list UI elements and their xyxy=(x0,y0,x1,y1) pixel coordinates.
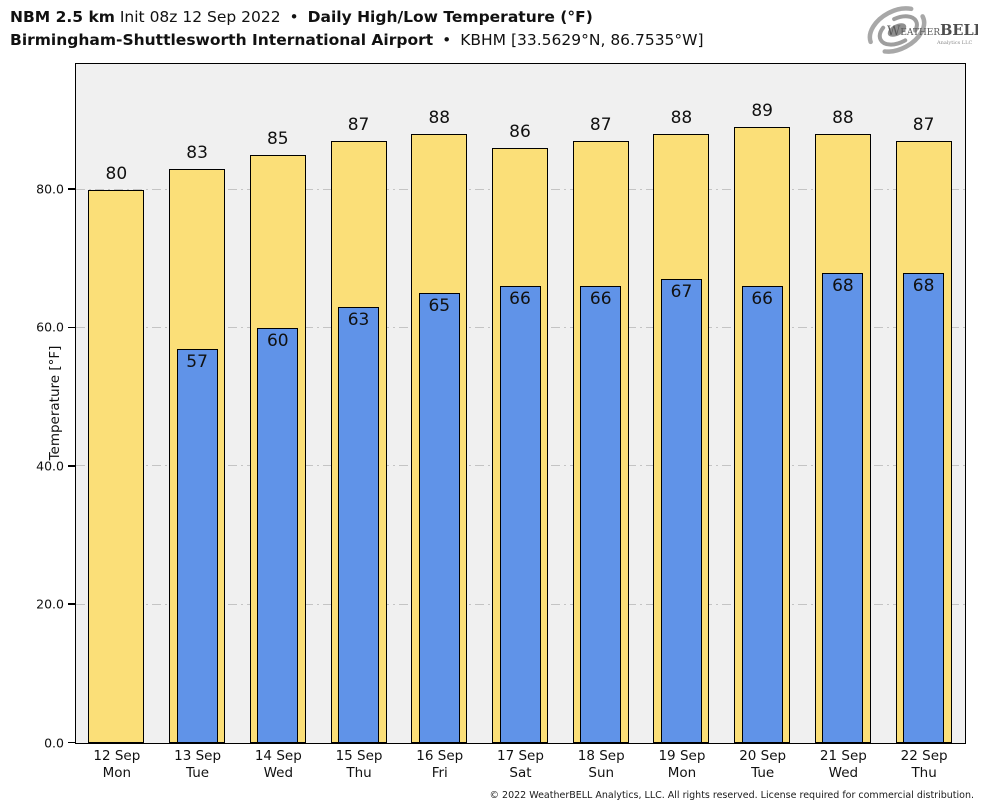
x-tick-day: Thu xyxy=(911,765,937,781)
x-tick-day: Mon xyxy=(102,765,132,781)
chart-header: NBM 2.5 km Init 08z 12 Sep 2022 • Daily … xyxy=(10,6,704,52)
y-tick-label: 80.0 xyxy=(36,181,64,197)
y-tick-label: 0.0 xyxy=(44,735,64,750)
x-tick-day: Wed xyxy=(263,765,294,781)
y-tick-label: 60.0 xyxy=(36,319,64,335)
x-tick-label: 18 Sep Sun xyxy=(561,748,642,782)
high-value-label: 86 xyxy=(509,122,531,143)
x-tick-label: 15 Sep Thu xyxy=(319,748,400,782)
high-value-label: 88 xyxy=(428,108,451,129)
low-value-label: 66 xyxy=(509,289,531,310)
x-tick-day: Mon xyxy=(667,765,697,781)
low-bar: 60 xyxy=(257,327,299,743)
x-tick-day: Tue xyxy=(186,765,210,781)
low-bar: 63 xyxy=(338,307,380,743)
y-tick-mark xyxy=(68,603,75,605)
x-tick-date: 13 Sep xyxy=(174,748,222,764)
x-tick-label: 21 Sep Wed xyxy=(803,748,884,782)
y-tick-label: 40.0 xyxy=(36,458,64,474)
low-bar: 57 xyxy=(176,348,218,743)
chart-subtitle: Birmingham-Shuttlesworth International A… xyxy=(10,29,704,52)
y-axis-title: Temperature [°F] xyxy=(47,345,63,461)
x-tick-day: Sun xyxy=(588,765,615,781)
x-tick-date: 19 Sep xyxy=(658,748,706,764)
logo-text-analytics: Analytics LLC xyxy=(936,40,972,46)
high-value-label: 83 xyxy=(186,142,208,163)
y-tick-label: 20.0 xyxy=(36,596,64,612)
low-value-label: 63 xyxy=(347,310,370,331)
low-value-label: 60 xyxy=(266,330,289,351)
subtitle-station-coords: KBHM [33.5629°N, 86.7535°W] xyxy=(460,31,704,49)
x-tick-label: 13 Sep Tue xyxy=(157,748,238,782)
logo-text-weather: WeatherBELL xyxy=(887,22,978,39)
low-bar: 66 xyxy=(741,286,783,743)
low-bar: 68 xyxy=(903,272,945,743)
subtitle-station-name: Birmingham-Shuttlesworth International A… xyxy=(10,31,434,49)
x-tick-date: 12 Sep xyxy=(93,748,141,764)
x-tick-date: 17 Sep xyxy=(497,748,544,764)
high-value-label: 87 xyxy=(912,115,935,136)
hurricane-swirl-icon xyxy=(867,6,927,54)
x-tick-date: 21 Sep xyxy=(819,748,867,764)
low-value-label: 68 xyxy=(832,275,854,296)
weatherbell-logo: WeatherBELL Analytics LLC xyxy=(867,6,978,54)
x-tick-label: 16 Sep Fri xyxy=(399,748,480,782)
title-bullet: • xyxy=(289,8,299,26)
y-tick-mark xyxy=(68,326,75,329)
high-value-label: 80 xyxy=(105,163,128,184)
x-tick-day: Fri xyxy=(431,765,448,781)
x-tick-day: Thu xyxy=(346,765,372,781)
high-bar xyxy=(88,189,145,743)
plot-area: 80 83 57 85 60 87 63 88 65 86 66 87 66 88 67 89 66 88 68 87… xyxy=(75,63,966,744)
subtitle-bullet: • xyxy=(442,31,452,49)
high-value-label: 88 xyxy=(670,108,693,129)
x-tick-day: Sat xyxy=(509,765,532,781)
x-tick-date: 22 Sep xyxy=(900,748,948,764)
low-value-label: 65 xyxy=(428,296,451,317)
chart-title: NBM 2.5 km Init 08z 12 Sep 2022 • Daily … xyxy=(10,6,704,29)
y-tick-mark xyxy=(68,741,75,744)
high-value-label: 87 xyxy=(589,115,612,136)
title-model: NBM 2.5 km xyxy=(10,8,115,26)
y-tick-mark xyxy=(68,465,75,467)
title-variable: Daily High/Low Temperature (°F) xyxy=(307,8,593,26)
low-value-label: 57 xyxy=(186,351,208,372)
x-tick-label: 17 Sep Sat xyxy=(480,748,561,782)
x-tick-label: 14 Sep Wed xyxy=(238,748,319,782)
x-tick-date: 18 Sep xyxy=(577,748,625,764)
logo-text-bell: BELL xyxy=(940,22,978,39)
x-tick-label: 20 Sep Tue xyxy=(722,748,803,782)
x-tick-day: Wed xyxy=(828,765,859,781)
high-value-label: 89 xyxy=(751,101,773,122)
low-bar: 66 xyxy=(499,286,541,743)
x-tick-label: 22 Sep Thu xyxy=(884,748,965,782)
low-value-label: 68 xyxy=(912,275,935,296)
low-bar: 68 xyxy=(822,272,864,743)
low-value-label: 66 xyxy=(589,289,612,310)
copyright-notice: © 2022 WeatherBELL Analytics, LLC. All r… xyxy=(489,790,974,801)
low-value-label: 66 xyxy=(751,289,773,310)
x-tick-date: 16 Sep xyxy=(416,748,464,764)
x-tick-date: 20 Sep xyxy=(739,748,787,764)
low-bar: 67 xyxy=(660,279,702,743)
y-tick-mark xyxy=(68,188,75,190)
x-tick-label: 19 Sep Mon xyxy=(642,748,723,782)
high-value-label: 88 xyxy=(832,108,854,129)
x-tick-date: 14 Sep xyxy=(254,748,302,764)
title-init: Init 08z 12 Sep 2022 xyxy=(119,8,281,26)
high-value-label: 85 xyxy=(266,128,289,149)
low-bar: 66 xyxy=(580,286,622,743)
low-bar: 65 xyxy=(418,293,460,743)
x-tick-label: 12 Sep Mon xyxy=(77,748,158,782)
x-tick-date: 15 Sep xyxy=(335,748,383,764)
low-value-label: 67 xyxy=(670,282,693,303)
high-value-label: 87 xyxy=(347,115,370,136)
x-tick-day: Tue xyxy=(751,765,775,781)
